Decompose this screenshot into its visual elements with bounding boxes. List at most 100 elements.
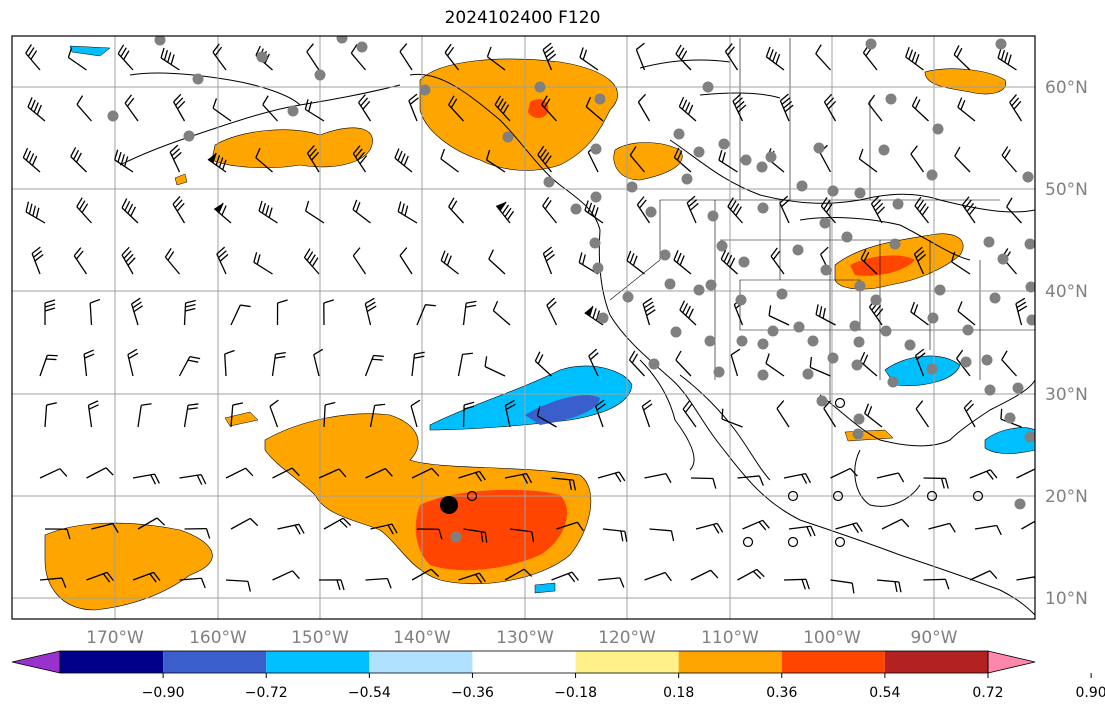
station-dot bbox=[716, 240, 728, 252]
station-dot bbox=[757, 202, 769, 214]
wind-barb bbox=[365, 467, 393, 479]
wind-barb bbox=[306, 43, 320, 71]
wind-barb bbox=[859, 351, 878, 377]
open-circle-markers bbox=[466, 397, 984, 548]
wind-barb bbox=[39, 468, 68, 479]
station-dot bbox=[693, 284, 705, 296]
station-dot bbox=[1024, 238, 1035, 250]
station-dot bbox=[926, 169, 938, 181]
wind-barb bbox=[352, 199, 371, 224]
wind-barb bbox=[788, 525, 816, 537]
wind-barb bbox=[495, 201, 515, 224]
wind-barb bbox=[546, 297, 558, 326]
station-dot bbox=[802, 368, 814, 380]
station-dot bbox=[704, 335, 716, 347]
wind-barb bbox=[534, 351, 552, 377]
lon-tick-label: 120°W bbox=[598, 628, 656, 648]
station-dot bbox=[793, 321, 805, 333]
wind-barb bbox=[458, 572, 486, 584]
station-dot bbox=[995, 38, 1007, 50]
lon-tick-label: 110°W bbox=[701, 628, 759, 648]
wind-barb bbox=[27, 97, 46, 122]
wind-barb bbox=[1001, 146, 1017, 173]
station-dot bbox=[841, 231, 853, 243]
lon-tick-label: 160°W bbox=[189, 628, 247, 648]
station-dot bbox=[702, 81, 714, 93]
latitude-labels: 60°N 50°N 40°N 30°N 20°N 10°N bbox=[1045, 78, 1088, 609]
station-dot bbox=[1004, 412, 1016, 424]
station-dot bbox=[904, 339, 916, 351]
colorbar-tick-label: −0.54 bbox=[348, 685, 391, 701]
wind-barb bbox=[910, 145, 925, 173]
colorbar-extend-min bbox=[11, 650, 61, 674]
station-dot bbox=[926, 363, 938, 375]
station-dot bbox=[934, 284, 946, 296]
wind-barb bbox=[276, 299, 288, 326]
lon-tick-label: 100°W bbox=[803, 628, 861, 648]
wind-barb bbox=[727, 197, 743, 224]
wind-barb bbox=[557, 624, 584, 641]
wind-barb bbox=[127, 348, 139, 377]
wind-barb bbox=[303, 248, 320, 275]
wind-barb bbox=[858, 148, 878, 173]
wind-barb bbox=[509, 528, 535, 543]
colorbar-tick-label: −0.72 bbox=[245, 685, 288, 701]
wind-barb bbox=[488, 249, 506, 275]
station-dot bbox=[853, 336, 865, 348]
wind-barb bbox=[399, 43, 413, 71]
wind-barb bbox=[1006, 197, 1022, 224]
colorbar-segment bbox=[163, 651, 267, 673]
station-dot bbox=[932, 123, 944, 135]
wind-barb bbox=[737, 568, 765, 581]
wind-barb bbox=[397, 201, 418, 224]
wind-barb bbox=[225, 579, 251, 592]
wind-barb bbox=[230, 402, 244, 428]
wind-barb bbox=[272, 570, 300, 581]
station-dot bbox=[792, 244, 804, 256]
lon-tick-label: 90°W bbox=[911, 628, 958, 648]
station-dot bbox=[1014, 498, 1026, 510]
wind-barb bbox=[975, 625, 1002, 641]
wind-barb bbox=[783, 472, 812, 484]
station-dot bbox=[738, 256, 750, 268]
colorbar-tick-label: −0.90 bbox=[142, 685, 185, 701]
wind-barb bbox=[463, 528, 488, 543]
map-title: 2024102400 F120 bbox=[444, 8, 601, 28]
wind-barb bbox=[440, 250, 459, 275]
station-dot bbox=[590, 191, 602, 203]
wind-barb bbox=[1009, 94, 1023, 122]
wind-barb bbox=[272, 467, 300, 479]
wind-barb bbox=[870, 195, 886, 224]
wind-barb bbox=[730, 348, 741, 377]
station-dot bbox=[880, 325, 892, 337]
wind-barb bbox=[73, 247, 88, 275]
wind-barb bbox=[860, 249, 878, 275]
wind-barb bbox=[411, 568, 440, 581]
wind-barb bbox=[504, 472, 533, 484]
station-dot bbox=[757, 369, 769, 381]
colorbar-tick-label: −0.18 bbox=[554, 685, 597, 701]
lat-tick-label: 60°N bbox=[1045, 78, 1088, 98]
station-dot bbox=[356, 41, 368, 53]
wind-barb bbox=[25, 44, 41, 71]
wind-barb bbox=[770, 247, 785, 275]
station-dot bbox=[756, 161, 768, 173]
wind-barb bbox=[67, 47, 87, 71]
wind-barb bbox=[160, 47, 180, 71]
station-dot bbox=[192, 73, 204, 85]
wind-barb bbox=[44, 299, 56, 326]
wind-barb bbox=[626, 250, 645, 275]
station-dot bbox=[718, 138, 730, 150]
wind-barb bbox=[765, 353, 785, 377]
storm-center-marker bbox=[440, 496, 458, 514]
wind-barb bbox=[881, 518, 910, 530]
wind-barb bbox=[132, 473, 160, 485]
station-dot bbox=[885, 93, 897, 105]
wind-barb bbox=[458, 470, 486, 482]
station-dot bbox=[670, 326, 682, 338]
wind-barb bbox=[304, 200, 325, 224]
wind-barb bbox=[536, 405, 557, 428]
wind-barb bbox=[649, 528, 675, 542]
station-dot bbox=[927, 312, 939, 324]
station-dot bbox=[865, 38, 877, 50]
